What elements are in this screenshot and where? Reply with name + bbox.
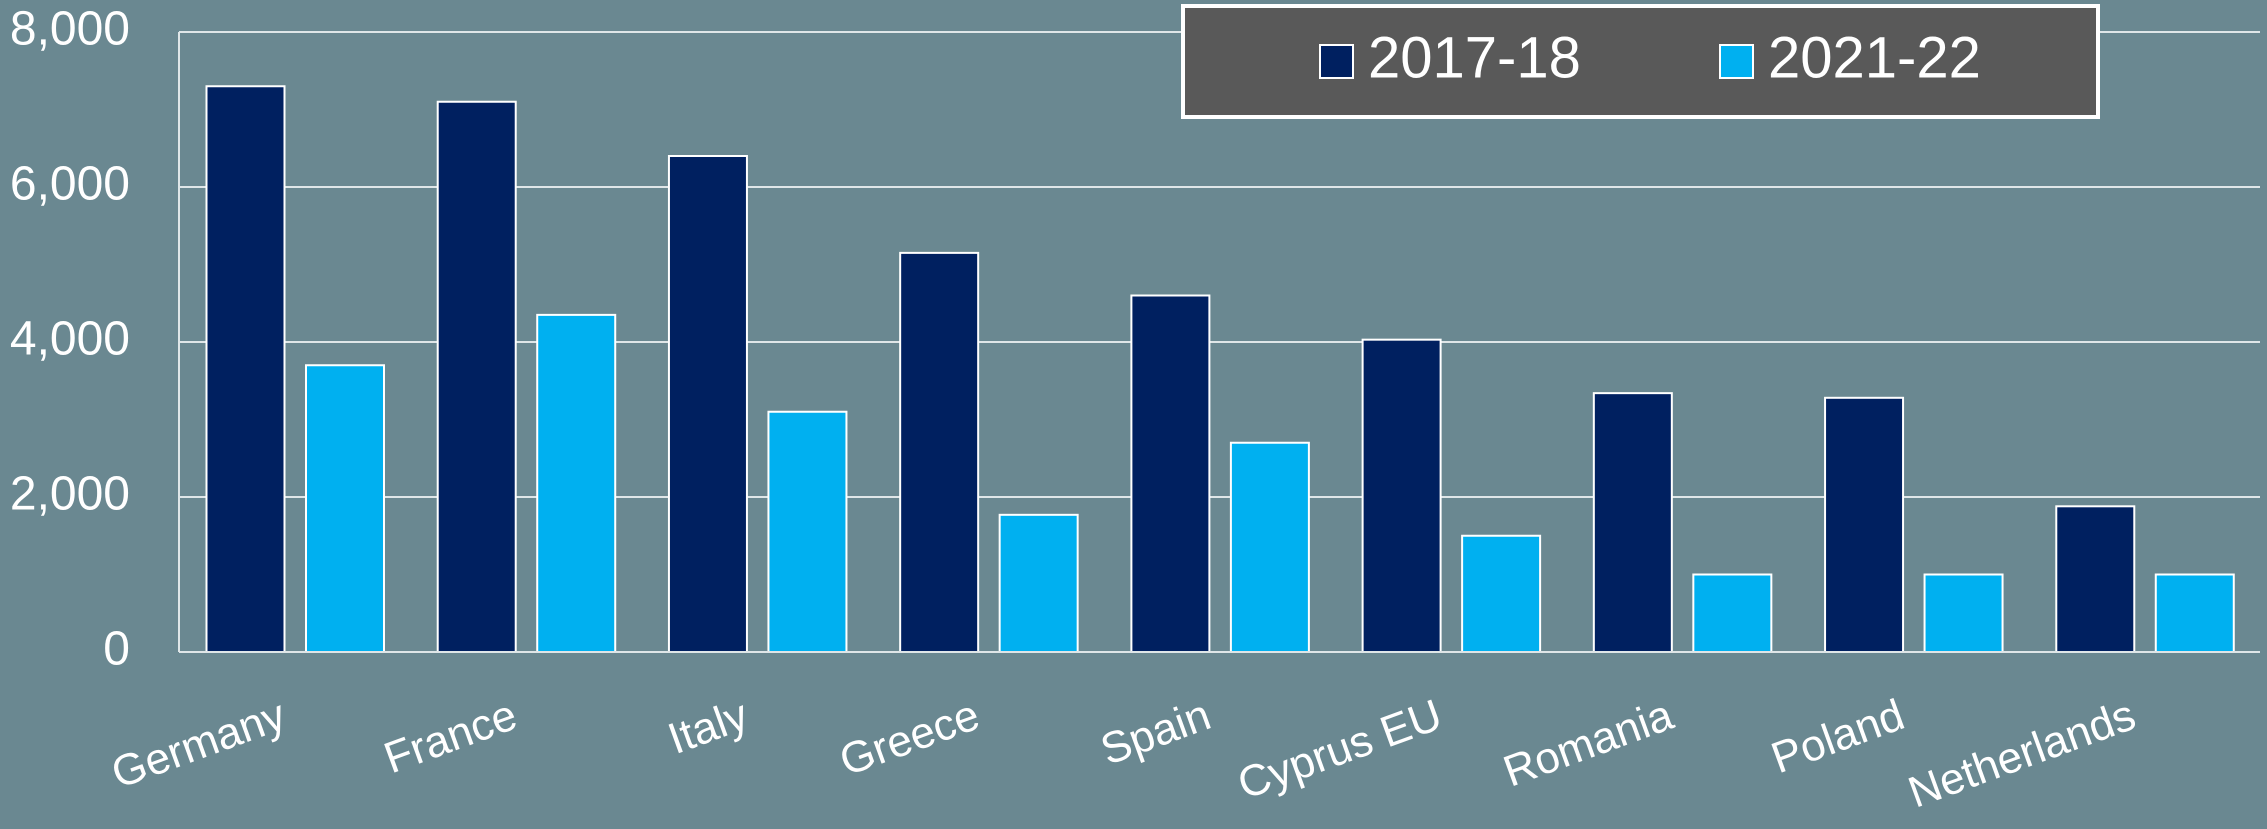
y-tick-label: 6,000 [10,158,130,211]
legend-label: 2021-22 [1768,25,1981,90]
bar [1824,396,1905,653]
bar [1461,534,1542,653]
bar [2055,505,2136,653]
legend-swatch [1719,44,1754,79]
bar [998,513,1079,654]
bar [1361,338,1442,653]
bar [1692,573,1773,653]
legend: 2017-18 2021-22 [1181,4,2100,119]
bar [305,364,385,653]
y-tick-label: 2,000 [10,468,130,521]
bar [536,313,617,653]
bar [899,251,980,653]
bar [436,100,517,653]
bar [1130,294,1211,653]
bar [1923,573,2004,653]
legend-label: 2017-18 [1368,25,1581,90]
y-tick-label: 0 [103,623,130,676]
bar [767,410,848,653]
bar [1592,392,1673,653]
y-tick-label: 8,000 [10,3,130,56]
bar [205,85,286,653]
bar [1229,441,1310,653]
bar [667,155,748,653]
legend-swatch [1319,44,1354,79]
y-tick-label: 4,000 [10,313,130,366]
bar [2154,573,2235,653]
